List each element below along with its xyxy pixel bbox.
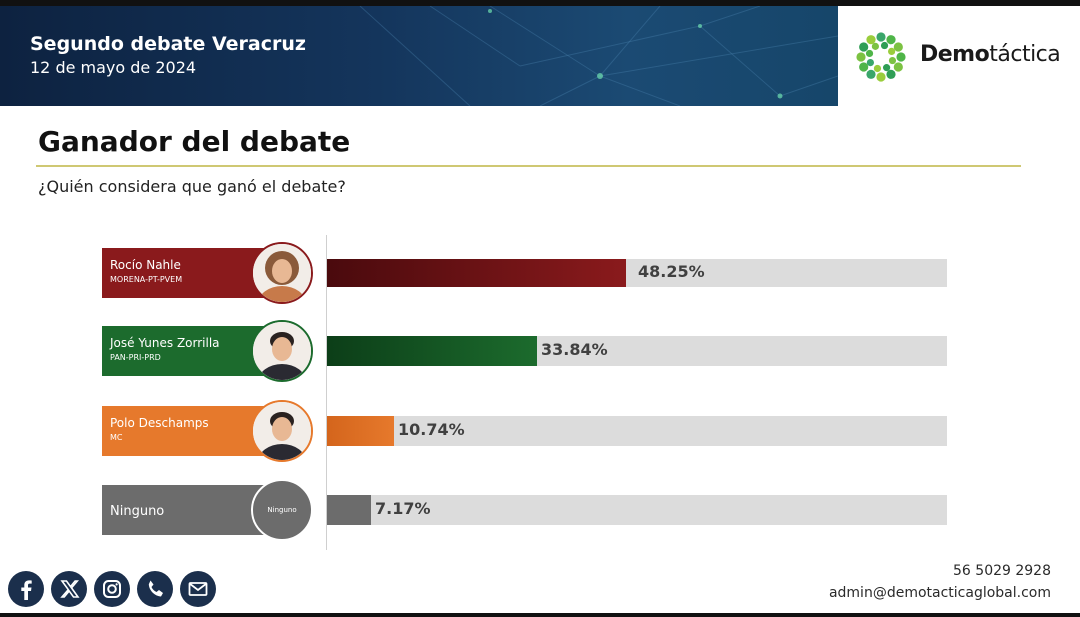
chart-axis-line <box>326 235 327 550</box>
person-photo-icon <box>251 242 313 304</box>
logo-text-bold: Demo <box>920 42 990 67</box>
person-photo-icon <box>251 400 313 462</box>
banner-date: 12 de mayo de 2024 <box>30 58 197 77</box>
avatar-text: Ninguno <box>267 506 297 514</box>
contact-email[interactable]: admin@demotacticaglobal.com <box>828 585 1051 601</box>
candidate-party: MC <box>110 433 123 442</box>
phone-icon[interactable] <box>137 571 173 607</box>
candidate-party: PAN-PRI-PRD <box>110 353 161 362</box>
bar-track <box>327 259 947 287</box>
bar-value-label: 10.74% <box>398 420 465 439</box>
chart-row: Ninguno Ninguno 7.17% <box>0 479 1080 560</box>
chart-row: Rocío Nahle MORENA-PT-PVEM 48.25% <box>0 242 1080 323</box>
candidate-name: Ninguno <box>110 504 165 519</box>
candidate-name: José Yunes Zorrilla <box>110 336 220 350</box>
candidate-name: Polo Deschamps <box>110 416 209 430</box>
question-text: ¿Quién considera que ganó el debate? <box>38 177 346 196</box>
bar-track <box>327 416 947 446</box>
chart-row: José Yunes Zorrilla PAN-PRI-PRD 33.84% <box>0 320 1080 401</box>
person-photo-icon <box>251 320 313 382</box>
contact-phone[interactable]: 56 5029 2928 <box>953 563 1051 579</box>
page-title: Ganador del debate <box>38 125 351 158</box>
instagram-icon[interactable] <box>94 571 130 607</box>
candidate-party: MORENA-PT-PVEM <box>110 275 183 284</box>
facebook-icon[interactable] <box>8 571 44 607</box>
bar-value-label: 33.84% <box>541 340 608 359</box>
logo: Demotáctica <box>838 6 1080 106</box>
top-border <box>0 0 1080 6</box>
bar-track <box>327 495 947 525</box>
logo-text: Demotáctica <box>920 42 1061 67</box>
candidate-name: Rocío Nahle <box>110 258 181 272</box>
logo-mark-icon <box>856 32 906 82</box>
logo-text-light: táctica <box>989 42 1061 67</box>
bar <box>327 336 537 366</box>
bar-value-label: 7.17% <box>375 499 431 518</box>
title-divider <box>36 165 1021 167</box>
header-banner: Segundo debate Veracruz 12 de mayo de 20… <box>0 6 838 106</box>
network-background <box>359 6 838 106</box>
bar <box>327 259 626 287</box>
banner-title: Segundo debate Veracruz <box>30 33 306 55</box>
bar <box>327 416 394 446</box>
x-icon[interactable] <box>51 571 87 607</box>
chart-row: Polo Deschamps MC 10.74% <box>0 400 1080 481</box>
mail-icon[interactable] <box>180 571 216 607</box>
bar <box>327 495 371 525</box>
bar-value-label: 48.25% <box>638 262 705 281</box>
none-option-avatar: Ninguno <box>251 479 313 541</box>
bar-track <box>327 336 947 366</box>
bottom-border <box>0 613 1080 617</box>
